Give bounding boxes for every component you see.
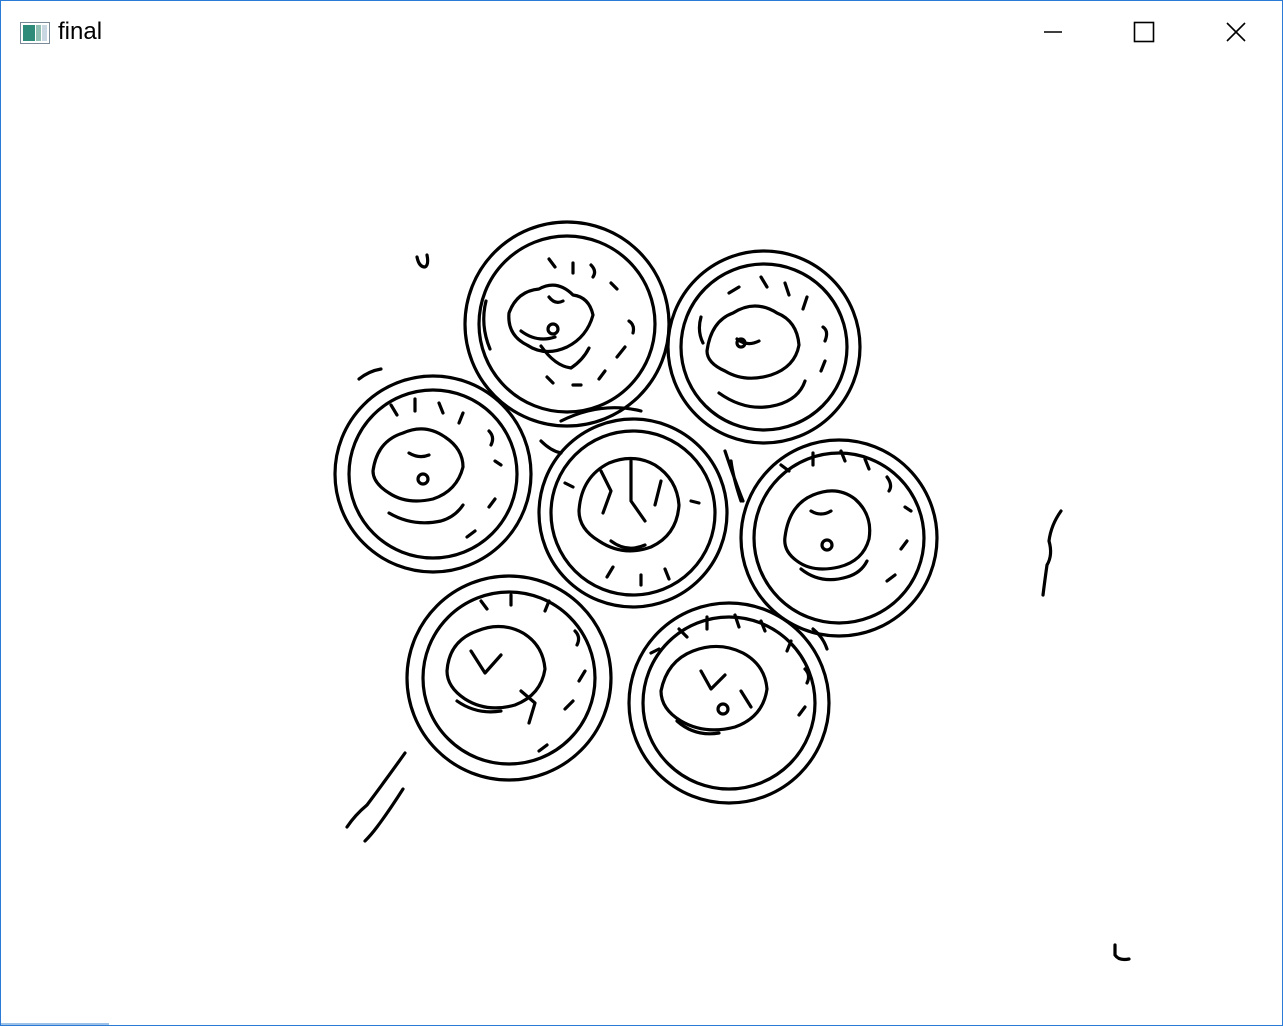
app-icon[interactable] xyxy=(20,22,50,44)
coin-top-right xyxy=(666,249,862,445)
coin-left xyxy=(333,367,533,574)
minimize-button[interactable] xyxy=(1007,1,1099,63)
coin-right xyxy=(723,438,939,638)
minimize-icon xyxy=(1043,22,1063,42)
close-icon xyxy=(1225,21,1247,43)
coin-top xyxy=(463,220,671,428)
window-title: final xyxy=(58,18,103,45)
maximize-icon xyxy=(1133,21,1155,43)
edge-fragment-lower-left xyxy=(345,751,407,843)
coin-center xyxy=(537,406,729,609)
edge-detected-coins-image xyxy=(333,220,1131,962)
image-canvas xyxy=(1,63,1282,1025)
coin-bottom-left xyxy=(405,574,613,782)
title-bar[interactable]: final xyxy=(1,1,1282,63)
coin-bottom-right xyxy=(627,601,831,805)
edge-fragment-bottom-right xyxy=(1113,943,1131,962)
edge-fragment-right xyxy=(1041,509,1063,597)
maximize-button[interactable] xyxy=(1098,1,1190,63)
close-button[interactable] xyxy=(1190,1,1282,63)
window-bottom-accent xyxy=(1,1023,109,1025)
edge-fragment-top xyxy=(415,253,430,269)
